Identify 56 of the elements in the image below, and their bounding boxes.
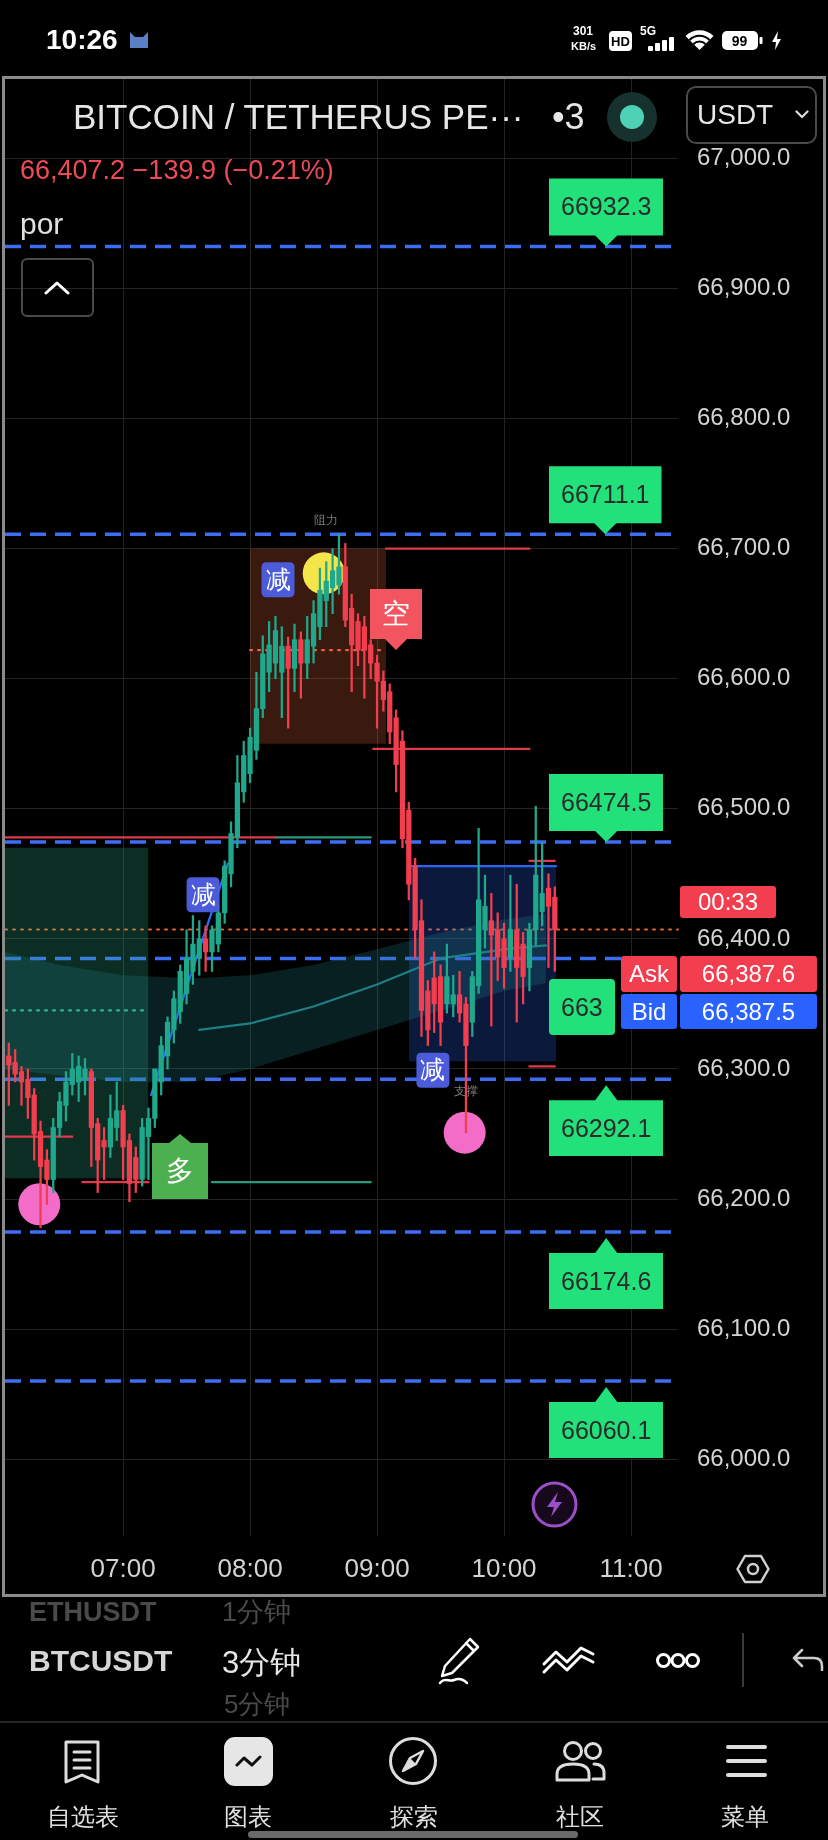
text: BITCOIN / TETHERUS PE···	[73, 96, 524, 138]
ref-line-label: 66174.6	[549, 1238, 664, 1310]
text: 99	[722, 31, 757, 50]
x-tick-label: 11:00	[599, 1552, 663, 1583]
text: 00:33	[680, 886, 776, 918]
point	[443, 1111, 486, 1154]
text: 3分钟	[222, 1645, 302, 1681]
text: 自选表	[47, 1803, 119, 1831]
y-tick-label: 66,900.0	[697, 273, 791, 301]
y-tick-label: 66,100.0	[697, 1313, 791, 1341]
annotation: Bid	[621, 994, 677, 1029]
text: 探索	[390, 1803, 438, 1831]
y-tick-label: 66,200.0	[697, 1183, 791, 1211]
annotation: 阻力	[314, 513, 338, 528]
text: 1分钟	[222, 1597, 292, 1629]
text: 66,387.6	[680, 956, 817, 992]
y-tick-label: 66,800.0	[697, 403, 791, 431]
annotation: 减	[265, 564, 291, 593]
annotation: 多	[152, 1134, 208, 1199]
y-tick-label: 66,000.0	[697, 1443, 791, 1471]
text: HD	[609, 31, 632, 51]
x-tick-label: 07:00	[90, 1552, 156, 1583]
text: 66,387.5	[680, 994, 817, 1029]
text: 菜单	[721, 1803, 769, 1831]
ref-line-label: 66711.1	[549, 466, 662, 535]
y-tick-label: 66,700.0	[697, 533, 791, 561]
text: BTCUSDT	[29, 1643, 173, 1679]
text: 5分钟	[224, 1689, 291, 1720]
y-tick-label: 67,000.0	[697, 142, 791, 170]
ref-line-label: 66932.3	[549, 178, 664, 247]
annotation: por	[20, 206, 64, 242]
x-tick-label: 09:00	[344, 1552, 410, 1583]
annotation: 663	[549, 979, 615, 1035]
ref-line-label: 66060.1	[549, 1387, 664, 1459]
annotation: 减	[190, 879, 216, 908]
y-tick-label: 66,400.0	[697, 923, 791, 951]
y-tick-label: 66,300.0	[697, 1053, 791, 1081]
annotation: 空	[370, 589, 422, 650]
ref-line-label: 66474.5	[549, 773, 664, 842]
y-tick-label: 66,500.0	[697, 793, 791, 821]
text: 5G	[640, 24, 657, 39]
x-tick-label: 08:00	[217, 1552, 283, 1583]
text: 301	[573, 24, 594, 39]
text: 图表	[224, 1803, 272, 1831]
text: ETHUSDT	[29, 1597, 157, 1629]
text: 66,407.2 −139.9 (−0.21%)	[20, 155, 334, 187]
annotation: Ask	[621, 956, 677, 992]
text: KB/s	[571, 39, 597, 53]
text: 社区	[556, 1803, 604, 1831]
annotation: •3	[552, 96, 585, 138]
ref-line-label: 66292.1	[549, 1085, 664, 1157]
text: USDT	[697, 98, 774, 132]
annotation: 减	[420, 1055, 446, 1084]
x-tick-label: 10:00	[471, 1552, 537, 1583]
text: 10:26	[46, 23, 118, 57]
y-tick-label: 66,600.0	[697, 663, 791, 691]
